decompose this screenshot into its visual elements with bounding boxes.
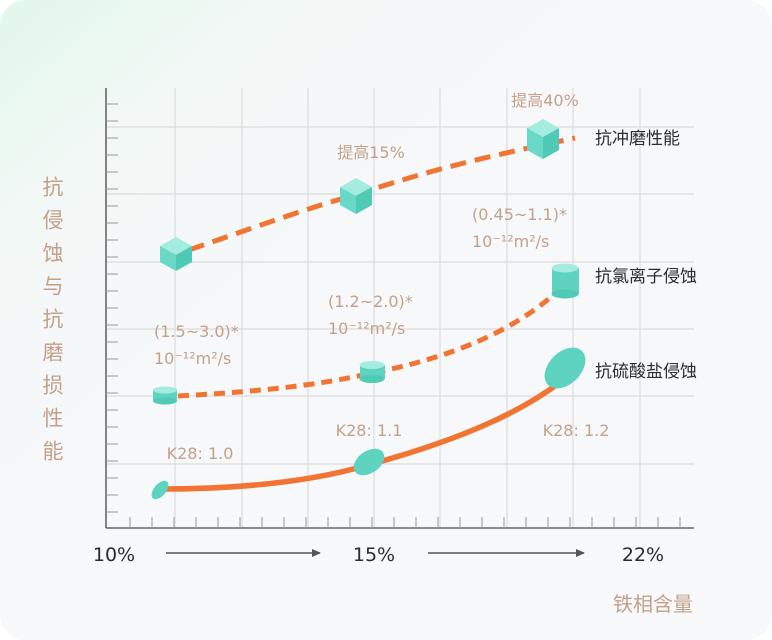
cylinder-marker-2 [359,361,385,383]
cube-marker-1 [160,237,192,271]
y-axis-label: 抗侵蚀与抗磨损性能 [40,176,64,473]
ellipse-marker-1 [151,480,169,500]
ellipse-marker-2 [353,448,385,476]
x-tick-22: 22% [622,544,664,566]
axis-minor-ticks [106,103,681,528]
cube-marker-2 [340,178,372,214]
sulfate-note-2: K28: 1.1 [336,421,403,440]
chloride-note-2-range: (1.2~2.0)* [328,292,413,311]
grid [106,88,694,528]
x-tick-10: 10% [93,544,135,566]
series-label-abrasion: 抗冲磨性能 [595,129,680,149]
chloride-note-3-range: (0.45~1.1)* [472,205,567,224]
series-label-chloride: 抗氯离子侵蚀 [595,267,697,287]
chloride-curve [159,281,568,400]
x-tick-15: 15% [353,544,395,566]
chloride-note-1-range: (1.5~3.0)* [154,322,239,341]
sulfate-note-3: K28: 1.2 [543,421,610,440]
abrasion-note-15: 提高15% [337,143,405,162]
chloride-note-1-unit: 10⁻¹²m²/s [154,349,231,368]
series-label-sulfate: 抗硫酸盐侵蚀 [595,362,697,382]
abrasion-note-40: 提高40% [511,91,579,110]
x-axis-label: 铁相含量 [613,592,693,616]
chloride-note-2-unit: 10⁻¹²m²/s [328,319,405,338]
cylinder-marker-1 [153,386,177,405]
ellipse-marker-3 [544,347,586,389]
chloride-note-3-unit: 10⁻¹²m²/s [472,232,549,251]
sulfate-note-1: K28: 1.0 [167,444,234,463]
cylinder-marker-3 [551,263,579,299]
cube-marker-3 [527,119,559,159]
